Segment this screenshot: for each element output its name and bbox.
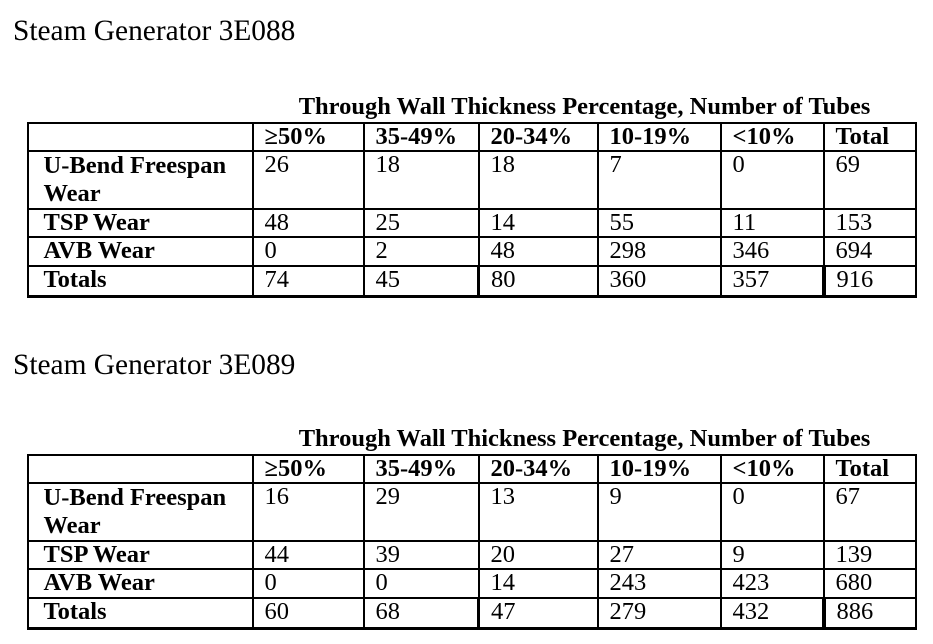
col-header: 10-19% — [596, 121, 722, 152]
cell-value: 60 — [251, 596, 365, 630]
table-row-totals: Totals 74 45 80 360 357 916 — [26, 264, 917, 298]
cell-value: 139 — [822, 539, 917, 570]
cell-value: 67 — [822, 481, 917, 542]
cell-value: 44 — [251, 539, 365, 570]
cell-value: 9 — [719, 539, 825, 570]
section-title-3e088: Steam Generator 3E088 — [13, 15, 296, 47]
col-header: 10-19% — [596, 453, 722, 484]
cell-value: 0 — [251, 235, 365, 267]
cell-value: 18 — [362, 149, 480, 210]
cell-value: 45 — [362, 264, 480, 298]
cell-value: 360 — [596, 264, 722, 298]
cell-value: 26 — [251, 149, 365, 210]
cell-value: 9 — [596, 481, 722, 542]
row-label: Totals — [26, 596, 254, 630]
row-label: TSP Wear — [26, 207, 254, 238]
row-label: Totals — [26, 264, 254, 298]
cell-value: 14 — [477, 567, 599, 599]
cell-value: 25 — [362, 207, 480, 238]
row-label: TSP Wear — [26, 539, 254, 570]
col-header: ≥50% — [251, 453, 365, 484]
cell-value: 48 — [251, 207, 365, 238]
table-row: AVB Wear 0 2 48 298 346 694 — [26, 235, 917, 267]
col-header: 20-34% — [477, 453, 599, 484]
cell-value: 74 — [251, 264, 365, 298]
cell-value: 0 — [719, 481, 825, 542]
cell-value: 11 — [719, 207, 825, 238]
cell-value: 357 — [719, 264, 825, 298]
cell-value: 47 — [477, 596, 599, 630]
corner-cell — [26, 453, 254, 484]
col-header: <10% — [719, 121, 825, 152]
table-row: TSP Wear 44 39 20 27 9 139 — [26, 539, 917, 570]
cell-value: 432 — [719, 596, 825, 630]
cell-value: 346 — [719, 235, 825, 267]
cell-value: 80 — [477, 264, 599, 298]
table-row-totals: Totals 60 68 47 279 432 886 — [26, 596, 917, 630]
cell-value: 55 — [596, 207, 722, 238]
cell-value: 694 — [822, 235, 917, 267]
cell-value: 0 — [251, 567, 365, 599]
table-row: TSP Wear 48 25 14 55 11 153 — [26, 207, 917, 238]
cell-value: 243 — [596, 567, 722, 599]
cell-value: 20 — [477, 539, 599, 570]
cell-value: 0 — [719, 149, 825, 210]
cell-value: 680 — [822, 567, 917, 599]
wear-table-3e089: ≥50% 35-49% 20-34% 10-19% <10% Total U-B… — [26, 453, 917, 630]
corner-cell — [26, 121, 254, 152]
table-row: U-Bend Freespan Wear 26 18 18 7 0 69 — [26, 149, 917, 210]
cell-value: 279 — [596, 596, 722, 630]
col-header: 35-49% — [362, 453, 480, 484]
section-title-3e089: Steam Generator 3E089 — [13, 349, 296, 381]
cell-value: 18 — [477, 149, 599, 210]
row-label: U-Bend Freespan Wear — [26, 481, 254, 542]
table-row-header: ≥50% 35-49% 20-34% 10-19% <10% Total — [26, 453, 917, 484]
cell-value: 153 — [822, 207, 917, 238]
row-label: AVB Wear — [26, 567, 254, 599]
wear-table-3e088: ≥50% 35-49% 20-34% 10-19% <10% Total U-B… — [26, 121, 917, 298]
table-heading-3e088: Through Wall Thickness Percentage, Numbe… — [298, 92, 871, 120]
cell-value: 298 — [596, 235, 722, 267]
cell-value: 886 — [821, 596, 917, 630]
col-header: Total — [822, 453, 917, 484]
table-row: U-Bend Freespan Wear 16 29 13 9 0 67 — [26, 481, 917, 542]
cell-value: 7 — [596, 149, 722, 210]
cell-value: 68 — [362, 596, 480, 630]
cell-value: 0 — [362, 567, 480, 599]
table-row: AVB Wear 0 0 14 243 423 680 — [26, 567, 917, 599]
cell-value: 423 — [719, 567, 825, 599]
table-row-header: ≥50% 35-49% 20-34% 10-19% <10% Total — [26, 121, 917, 152]
cell-value: 29 — [362, 481, 480, 542]
col-header: <10% — [719, 453, 825, 484]
cell-value: 916 — [821, 264, 917, 298]
row-label: AVB Wear — [26, 235, 254, 267]
cell-value: 48 — [477, 235, 599, 267]
col-header: ≥50% — [251, 121, 365, 152]
cell-value: 39 — [362, 539, 480, 570]
cell-value: 13 — [477, 481, 599, 542]
cell-value: 16 — [251, 481, 365, 542]
col-header: 35-49% — [362, 121, 480, 152]
cell-value: 14 — [477, 207, 599, 238]
table-heading-3e089: Through Wall Thickness Percentage, Numbe… — [298, 425, 871, 452]
col-header: Total — [822, 121, 917, 152]
col-header: 20-34% — [477, 121, 599, 152]
cell-value: 27 — [596, 539, 722, 570]
row-label: U-Bend Freespan Wear — [26, 149, 254, 210]
cell-value: 69 — [822, 149, 917, 210]
cell-value: 2 — [362, 235, 480, 267]
